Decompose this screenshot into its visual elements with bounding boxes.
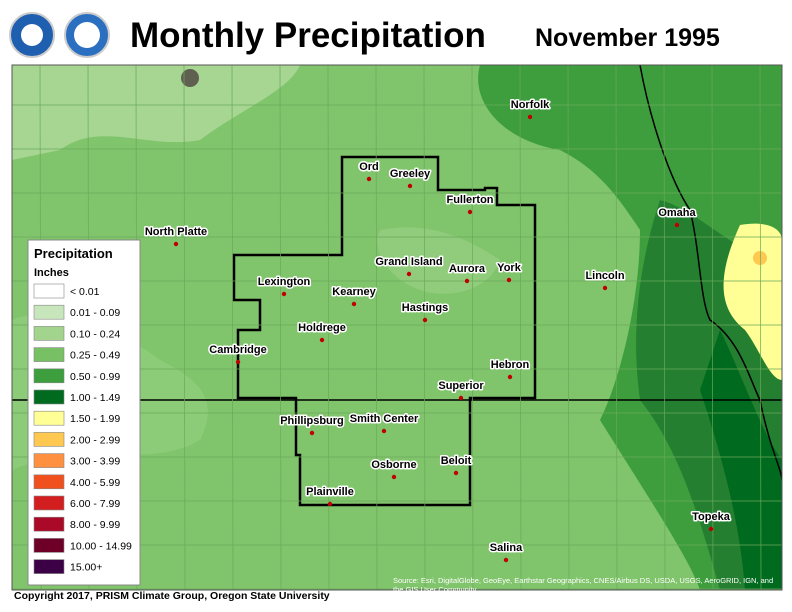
city-label: York: [497, 262, 522, 274]
legend-swatch: [33, 326, 65, 341]
legend-label: 0.25 - 0.49: [70, 350, 120, 362]
city-label: Hebron: [491, 359, 530, 371]
legend-swatch: [33, 516, 65, 532]
legend-label: 4.00 - 5.99: [70, 477, 120, 489]
city-dot: [319, 337, 325, 343]
source: Source: Esri, DigitalGlobe, GeoEye, Eart…: [393, 576, 774, 594]
county-line: [279, 65, 282, 590]
city-label: Holdrege: [298, 322, 346, 334]
city-dot: [391, 474, 397, 480]
legend-label: 8.00 - 9.99: [70, 519, 120, 531]
city-label: Kearney: [332, 286, 376, 298]
legend-units: Inches: [34, 267, 69, 279]
legend-label: 0.01 - 0.09: [70, 307, 120, 319]
city-label: Hastings: [402, 302, 448, 314]
copyright: Copyright 2017, PRISM Climate Group, Ore…: [14, 590, 330, 602]
county-line: [519, 65, 522, 590]
legend: Precipitation Inches < 0.01 0.01 - 0.09 0.…: [27, 239, 141, 586]
logos: [9, 12, 110, 58]
legend-swatch: [33, 347, 65, 362]
city-label: North Platte: [145, 226, 207, 238]
city-label: Osborne: [371, 459, 416, 471]
city-dot: [527, 114, 533, 120]
title: Monthly Precipitation: [130, 16, 486, 55]
city-dot: [674, 222, 680, 228]
city-label: Greeley: [390, 168, 431, 180]
county-line: [231, 65, 234, 590]
city-dot: [503, 557, 509, 563]
legend-label: 0.50 - 0.99: [70, 371, 120, 383]
legend-label: 3.00 - 3.99: [70, 456, 120, 468]
city-dot: [506, 277, 512, 283]
legend-label: 15.00+: [70, 562, 102, 574]
city-label: Beloit: [441, 455, 472, 467]
city-label: Topeka: [692, 511, 731, 523]
legend-swatch: [33, 389, 65, 405]
county-line: [711, 65, 714, 590]
city-dot: [173, 241, 179, 247]
county-line: [375, 65, 378, 590]
legend-swatch: [33, 474, 65, 490]
legend-swatch: [33, 495, 65, 511]
legend-swatch: [33, 432, 65, 447]
city-label: Grand Island: [375, 256, 442, 268]
county-line: [423, 65, 426, 590]
city-dot: [464, 278, 470, 284]
legend-swatch: [33, 453, 65, 468]
source-box: Source: Esri, DigitalGlobe, GeoEye, Eart…: [393, 576, 774, 594]
city-label: Aurora: [449, 263, 486, 275]
legend-label: 6.00 - 7.99: [70, 498, 120, 510]
city-dot: [407, 183, 413, 189]
city-dot: [453, 470, 459, 476]
city-label: Norfolk: [511, 99, 550, 111]
county-line: [759, 65, 762, 590]
legend-swatch: [33, 538, 65, 553]
legend-label: 2.00 - 2.99: [70, 434, 120, 446]
date: November 1995: [535, 24, 720, 52]
city-dot: [507, 374, 513, 380]
city-label: Phillipsburg: [280, 415, 344, 427]
county-line: [471, 65, 474, 590]
city-label: Cambridge: [209, 344, 266, 356]
county-line: [663, 65, 666, 590]
legend-swatch: [33, 304, 65, 320]
city-dot: [381, 428, 387, 434]
city-dot: [235, 359, 241, 365]
city-dot: [281, 291, 287, 297]
legend-label: 10.00 - 14.99: [70, 540, 132, 552]
legend-swatch: [33, 283, 65, 299]
legend-label: 1.00 - 1.49: [70, 392, 120, 404]
city-label: Smith Center: [350, 413, 419, 425]
city-label: Ord: [359, 161, 379, 173]
city-dot: [309, 430, 315, 436]
county-line: [615, 65, 618, 590]
city-dot: [422, 317, 428, 323]
city-label: Lexington: [258, 276, 311, 288]
city-dot: [351, 301, 357, 307]
city-label: Fullerton: [446, 194, 493, 206]
city-dot: [467, 209, 473, 215]
city-label: Lincoln: [585, 270, 624, 282]
city-dot: [458, 395, 464, 401]
city-dot: [366, 176, 372, 182]
legend-label: 0.10 - 0.24: [70, 328, 120, 340]
county-line: [567, 65, 570, 590]
city-dot: [602, 285, 608, 291]
legend-swatch: [33, 368, 65, 384]
legend-label: 1.50 - 1.99: [70, 413, 120, 425]
city-dot: [708, 526, 714, 532]
city-labels: Norfolk Ord Greeley Fullerton North Platte Om…: [143, 98, 732, 563]
legend-swatch: [33, 410, 65, 426]
city-label: Omaha: [658, 207, 696, 219]
legend-swatch: [33, 559, 65, 574]
city-label: Plainville: [306, 486, 354, 498]
legend-title: Precipitation: [34, 246, 113, 261]
city-dot: [406, 271, 412, 277]
legend-label: < 0.01: [70, 286, 100, 298]
city-label: Superior: [438, 380, 484, 392]
city-dot: [327, 501, 333, 507]
city-label: Salina: [490, 542, 523, 554]
county-line: [183, 65, 186, 590]
